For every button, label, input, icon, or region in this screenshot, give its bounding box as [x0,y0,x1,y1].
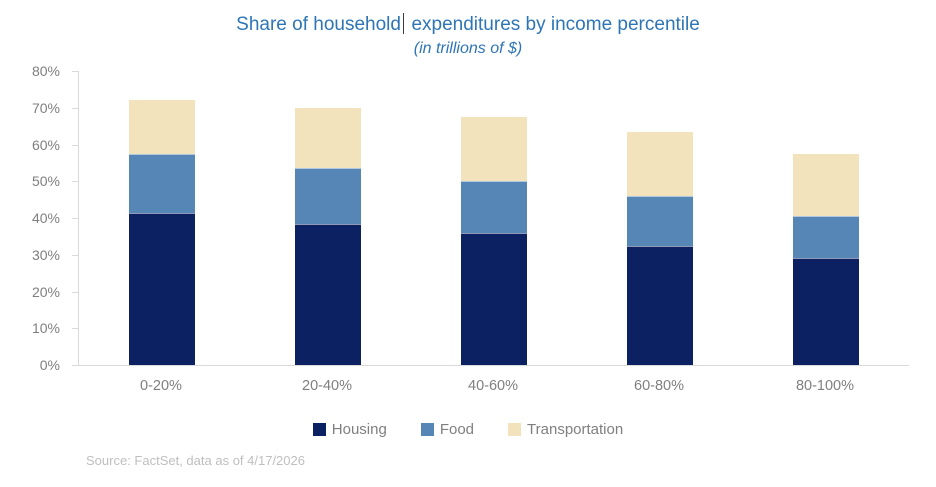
bar-segment-housing-20-40%[interactable] [295,223,361,365]
y-tick [72,328,78,329]
bar-segment-food-60-80%[interactable] [627,196,693,246]
y-tick [72,218,78,219]
y-tick [72,255,78,256]
bar-slot [411,71,577,365]
legend-swatch-housing [312,423,326,436]
chart-subtitle[interactable]: (in trillions of $) [413,40,523,57]
stacked-bar-0-20%[interactable] [129,100,195,365]
bar-segment-food-40-60%[interactable] [461,181,527,233]
bar-slot [245,71,411,365]
chart-title[interactable]: Share of household expenditures by income… [0,11,936,38]
chart-title-text-before-cursor[interactable]: Share of household [236,14,401,35]
legend-item-housing[interactable]: Housing [312,421,387,438]
x-axis-label-60-80%: 60-80% [634,378,684,394]
legend-label-food: Food [439,421,475,438]
x-axis-label-40-60%: 40-60% [468,378,518,394]
x-axis: 0-20% 20-40% 40-60% 60-80% 80-100% [78,378,908,394]
y-axis: 0% 10% 20% 30% 40% 50% 60% 70% 80% [0,63,60,373]
y-tick [72,292,78,293]
text-cursor [402,13,405,34]
legend-label-transportation: Transportation [527,421,624,438]
stacked-bar-40-60%[interactable] [461,117,527,365]
bar-segment-food-80-100%[interactable] [793,216,859,259]
legend: Housing Food Transportation [0,421,936,438]
bar-segment-housing-80-100%[interactable] [793,258,859,365]
stacked-bar-80-100%[interactable] [793,153,859,365]
bar-segment-food-0-20%[interactable] [129,153,195,213]
bar-segment-housing-60-80%[interactable] [627,245,693,365]
y-tick [72,145,78,146]
x-axis-label-20-40%: 20-40% [302,378,352,394]
y-tick-label: 30% [31,247,60,263]
y-tick [72,365,78,366]
bar-segment-transportation-0-20%[interactable] [129,100,195,154]
bar-slot [79,71,245,365]
y-tick-label: 70% [31,100,60,116]
bar-segment-transportation-20-40%[interactable] [295,107,361,169]
chart-title-text-after-cursor[interactable]: expenditures by income percentile [411,14,700,35]
y-tick [72,108,78,109]
bar-slot [577,71,743,365]
y-tick [72,181,78,182]
bar-segment-food-20-40%[interactable] [295,168,361,224]
plot-area[interactable] [72,71,909,366]
bar-segment-transportation-60-80%[interactable] [627,131,693,197]
y-tick-label: 10% [31,320,60,336]
y-tick-label: 60% [31,137,60,153]
bar-slot [743,71,909,365]
legend-swatch-transportation [508,423,522,436]
legend-item-food[interactable]: Food [420,421,475,438]
bar-segment-housing-0-20%[interactable] [129,212,195,365]
bar-segment-housing-40-60%[interactable] [461,232,527,365]
chart-title-block[interactable]: Share of household expenditures by income… [0,11,936,60]
y-tick-label: 20% [31,284,60,300]
y-tick-label: 40% [31,210,60,226]
legend-item-transportation[interactable]: Transportation [508,421,623,438]
y-tick-label: 80% [31,63,60,79]
source-note: Source: FactSet, data as of 4/17/2026 [86,453,305,468]
bar-segment-transportation-80-100%[interactable] [793,153,859,217]
y-tick-label: 0% [39,357,60,373]
stacked-bar-60-80%[interactable] [627,131,693,365]
x-axis-label-0-20%: 0-20% [140,378,182,394]
legend-swatch-food [420,423,434,436]
stacked-bar-20-40%[interactable] [295,107,361,365]
x-axis-label-80-100%: 80-100% [795,378,855,394]
legend-label-housing: Housing [331,421,387,438]
y-tick [72,71,78,72]
y-tick-label: 50% [31,173,60,189]
bar-segment-transportation-40-60%[interactable] [461,117,527,182]
